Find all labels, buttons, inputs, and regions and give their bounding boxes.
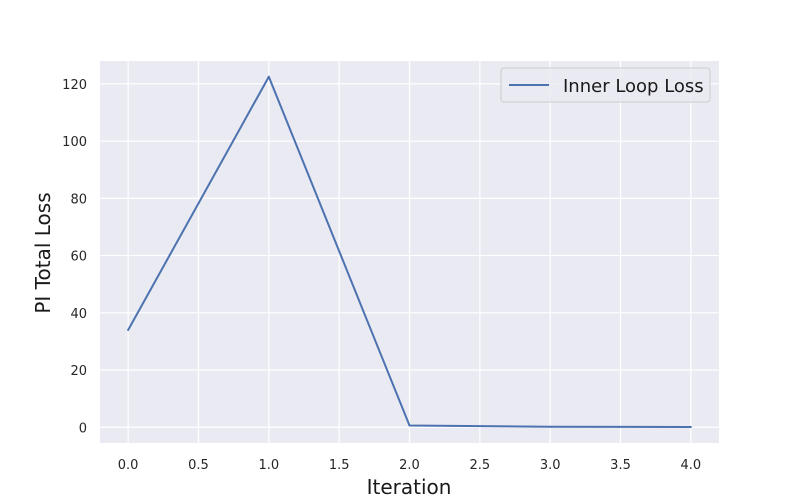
x-tick-label: 0.0 [118,458,139,473]
y-axis-label: PI Total Loss [31,192,55,313]
data-point [689,425,692,428]
data-point [127,328,130,331]
legend-box [500,67,711,103]
y-tick-label: 40 [70,307,87,322]
x-tick-label: 4.0 [681,458,702,473]
y-tick-label: 20 [70,364,87,379]
y-tick-label: 0 [79,421,87,436]
y-tick-label: 120 [62,78,87,93]
x-tick-label: 2.0 [399,458,420,473]
x-tick-label: 1.5 [329,458,350,473]
x-tick-labels: 0.0 0.5 1.0 1.5 2.0 2.5 3.0 3.5 4.0 [118,458,701,473]
legend: Inner Loop Loss [500,67,711,103]
x-tick-label: 1.0 [258,458,279,473]
y-tick-label: 60 [70,250,87,265]
y-tick-labels: 0 20 40 60 80 100 120 [62,78,87,436]
x-tick-label: 2.5 [469,458,490,473]
data-point [267,75,270,78]
data-point [549,425,552,428]
x-axis-label: Iteration [367,475,452,499]
legend-label-inner-loop-loss: Inner Loop Loss [563,76,704,97]
x-tick-label: 0.5 [188,458,209,473]
y-tick-label: 100 [62,135,87,150]
data-point [408,424,411,427]
y-tick-label: 80 [70,192,87,207]
x-tick-label: 3.0 [540,458,561,473]
x-tick-label: 3.5 [610,458,631,473]
series-group [127,75,692,428]
